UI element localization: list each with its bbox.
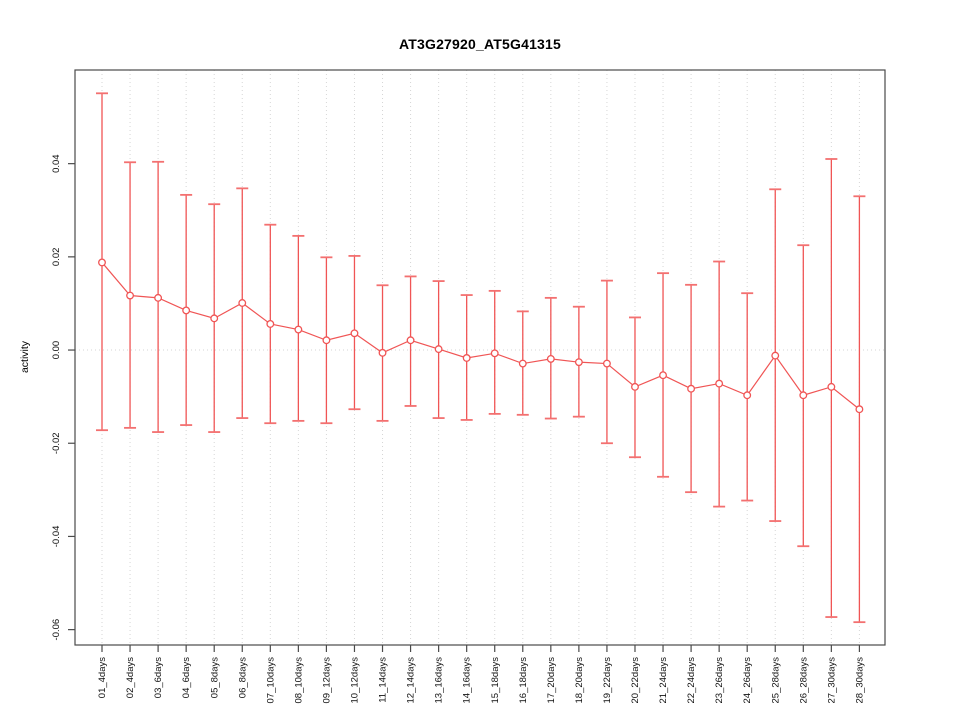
x-tick-label: 03_6days [153, 657, 164, 698]
data-point-marker [743, 391, 752, 400]
y-tick-label: 0.00 [51, 341, 62, 360]
y-tick-label: -0.02 [51, 432, 62, 454]
x-tick-label: 06_8days [237, 657, 248, 698]
x-tick-label: 15_18days [490, 657, 501, 704]
data-point-marker [687, 384, 696, 393]
data-point-marker [434, 345, 443, 354]
x-tick-label: 19_22days [602, 657, 613, 704]
x-tick-label: 25_28days [770, 657, 781, 704]
data-point-marker [406, 336, 415, 345]
data-point-marker [546, 354, 555, 363]
data-point-marker [238, 299, 247, 307]
data-point-marker [350, 329, 359, 338]
y-tick-label: -0.06 [51, 619, 62, 641]
x-tick-label: 26_28days [798, 657, 809, 704]
chart-title: AT3G27920_AT5G41315 [398, 36, 562, 52]
x-tick-label: 20_22days [630, 657, 641, 704]
x-tick-label: 14_16days [462, 657, 473, 704]
x-tick-label: 10_12days [350, 657, 361, 704]
x-tick-label: 04_6days [181, 657, 192, 698]
data-point-marker [631, 382, 639, 391]
data-point-marker [462, 354, 471, 362]
data-point-marker [518, 359, 527, 368]
x-tick-label: 23_26days [714, 657, 725, 704]
data-point-marker [771, 351, 780, 360]
x-tick-label: 21_24days [658, 657, 669, 704]
data-point-marker [210, 314, 219, 323]
x-tick-label: 01_4days [97, 657, 108, 698]
data-point-marker [378, 348, 387, 357]
plot-border [74, 69, 886, 646]
x-tick-label: 22_24days [686, 657, 697, 704]
x-tick-label: 24_26days [742, 657, 753, 704]
x-tick-label: 09_12days [321, 657, 332, 704]
data-point-marker [602, 359, 611, 368]
data-point-marker [126, 291, 135, 300]
x-tick-label: 17_20days [546, 657, 557, 704]
data-point-marker [574, 358, 583, 367]
x-tick-label: 02_4days [125, 657, 136, 698]
x-tick-label: 11_14days [378, 657, 389, 703]
x-tick-label: 27_30days [826, 657, 837, 704]
y-tick-label: 0.02 [51, 248, 62, 267]
series-line [101, 262, 860, 410]
y-tick-label: -0.04 [51, 526, 62, 548]
x-tick-label: 05_8days [209, 657, 220, 698]
x-tick-label: 08_10days [293, 657, 304, 704]
data-point-marker [294, 325, 303, 334]
data-point-marker [154, 293, 163, 302]
data-point-marker [715, 379, 724, 388]
data-point-marker [659, 371, 667, 380]
data-point-marker [266, 320, 275, 328]
x-tick-label: 28_30days [854, 657, 865, 704]
data-point-marker [799, 391, 808, 400]
data-point-marker [182, 306, 191, 315]
x-tick-label: 18_20days [574, 657, 585, 704]
x-tick-label: 07_10days [265, 657, 276, 704]
x-tick-label: 13_16days [434, 657, 445, 704]
x-tick-label: 12_14days [406, 657, 417, 704]
x-tick-label: 16_18days [518, 657, 529, 704]
data-point-marker [490, 349, 499, 358]
data-point-marker [855, 405, 864, 414]
data-point-marker [98, 258, 106, 267]
data-point-marker [827, 382, 836, 391]
y-tick-label: 0.04 [51, 154, 62, 173]
data-point-marker [322, 336, 331, 345]
